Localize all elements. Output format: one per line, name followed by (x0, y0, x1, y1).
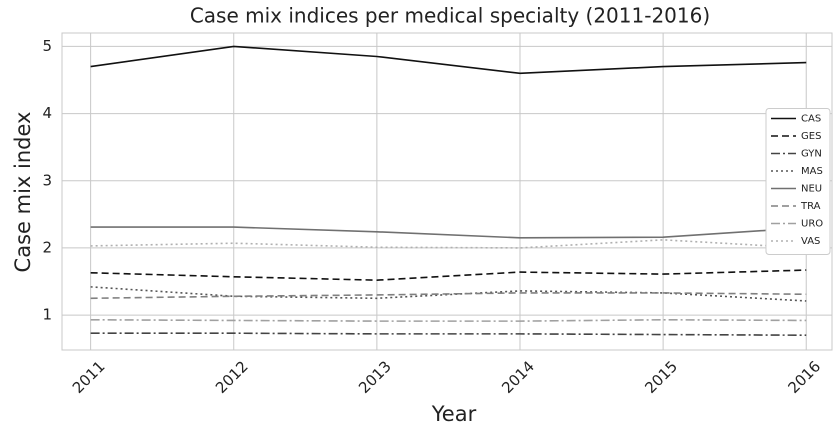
x-tick-label: 2015 (641, 357, 681, 397)
series-line (90, 226, 807, 239)
legend-label: VAS (801, 236, 820, 247)
legend-box (765, 108, 831, 255)
chart-title: Case mix indices per medical specialty (… (190, 4, 710, 28)
legend-label: NEU (801, 184, 822, 195)
series-line (90, 286, 807, 302)
legend: CAS GES GYN MAS NEU TRA URO VAS (765, 108, 831, 255)
x-tick-label: 2012 (212, 357, 252, 397)
y-tick-label: 2 (42, 238, 52, 256)
series-line (90, 318, 807, 322)
y-tick-label: 4 (42, 104, 52, 122)
series-line (90, 292, 807, 300)
legend-label: URO (801, 219, 823, 230)
legend-label: CAS (801, 114, 821, 125)
y-tick-label: 5 (42, 37, 52, 55)
series-line (90, 239, 807, 249)
legend-label: MAS (801, 166, 823, 177)
x-axis-label: Year (431, 402, 477, 426)
legend-label: GES (801, 131, 821, 142)
series-line (90, 45, 807, 75)
series-line (90, 332, 807, 337)
y-tick-label: 3 (42, 171, 52, 189)
legend-label: TRA (800, 201, 821, 212)
x-tick-label: 2013 (355, 357, 395, 397)
x-tick-label: 2014 (498, 357, 538, 397)
y-tick-label: 1 (42, 306, 52, 324)
series-line (90, 269, 807, 281)
plot-frame (61, 32, 833, 351)
legend-label: GYN (801, 149, 822, 160)
x-tick-label: 2011 (69, 357, 109, 397)
x-tick-label: 2016 (785, 357, 825, 397)
y-axis-label: Case mix index (11, 112, 35, 273)
